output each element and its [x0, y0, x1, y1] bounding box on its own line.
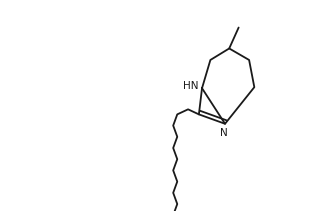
Text: HN: HN	[183, 81, 198, 91]
Text: N: N	[220, 128, 228, 138]
